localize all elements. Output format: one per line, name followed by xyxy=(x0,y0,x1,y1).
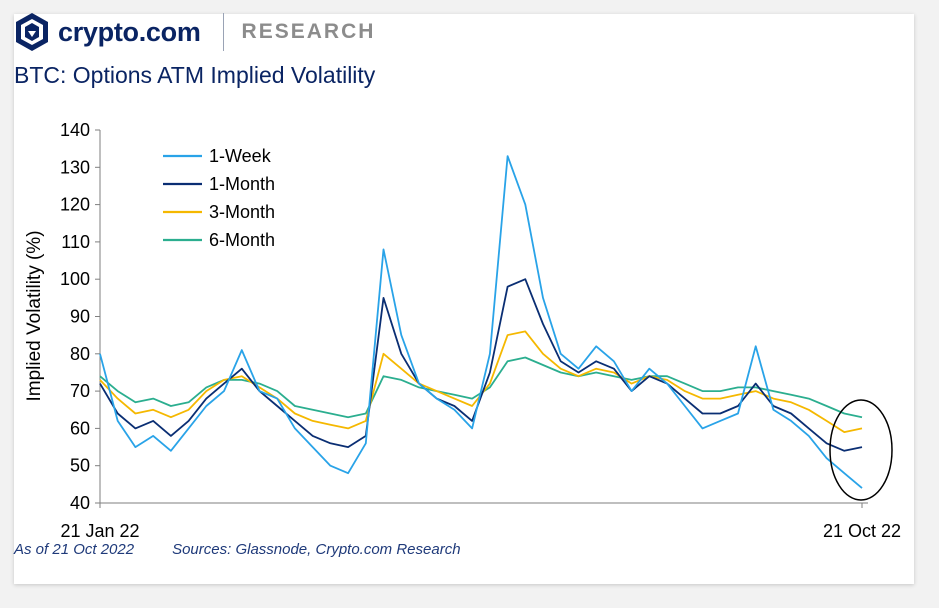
legend-label: 3-Month xyxy=(209,202,275,222)
chart-footer: As of 21 Oct 2022 Sources: Glassnode, Cry… xyxy=(14,541,461,558)
chart-axes: 40 50 60 70 80 90 100 110 120 130 140 Implied Volat… xyxy=(24,120,901,541)
brand-header: crypto.com RESEARCH xyxy=(14,12,375,52)
sources-note: Sources: Glassnode, Crypto.com Research xyxy=(172,541,461,558)
y-tick-label: 130 xyxy=(60,157,90,177)
y-tick-label: 140 xyxy=(60,120,90,140)
y-tick-label: 50 xyxy=(70,456,90,476)
legend-label: 6-Month xyxy=(209,230,275,250)
series-line-1-month xyxy=(99,278,863,452)
chart-legend: 1-Week 1-Month 3-Month 6-Month xyxy=(163,146,275,250)
brand-name: crypto.com xyxy=(58,16,201,47)
x-tick-label: 21 Oct 22 xyxy=(823,521,901,541)
y-tick-label: 90 xyxy=(70,307,90,327)
y-tick-label: 110 xyxy=(61,232,90,252)
y-tick-label: 70 xyxy=(70,381,90,401)
series-line-1-week xyxy=(99,155,863,489)
crypto-com-logo-icon xyxy=(16,13,48,51)
y-tick-label: 100 xyxy=(60,269,90,289)
header-divider xyxy=(222,13,224,51)
chart-title: BTC: Options ATM Implied Volatility xyxy=(14,62,376,88)
as-of-date: As of 21 Oct 2022 xyxy=(14,541,135,558)
x-tick-label: 21 Jan 22 xyxy=(60,521,139,541)
y-axis-label: Implied Volatility (%) xyxy=(24,230,45,401)
highlight-ellipse xyxy=(829,399,893,501)
y-tick-label: 60 xyxy=(70,418,90,438)
chart-card xyxy=(14,14,914,584)
legend-label: 1-Month xyxy=(209,174,275,194)
legend-label: 1-Week xyxy=(209,146,272,166)
chart-series xyxy=(99,155,863,489)
y-tick-label: 40 xyxy=(70,493,90,513)
series-line-3-month xyxy=(99,330,863,434)
y-tick-label: 80 xyxy=(70,344,90,364)
section-label: RESEARCH xyxy=(241,20,376,43)
y-tick-label: 120 xyxy=(60,195,90,215)
